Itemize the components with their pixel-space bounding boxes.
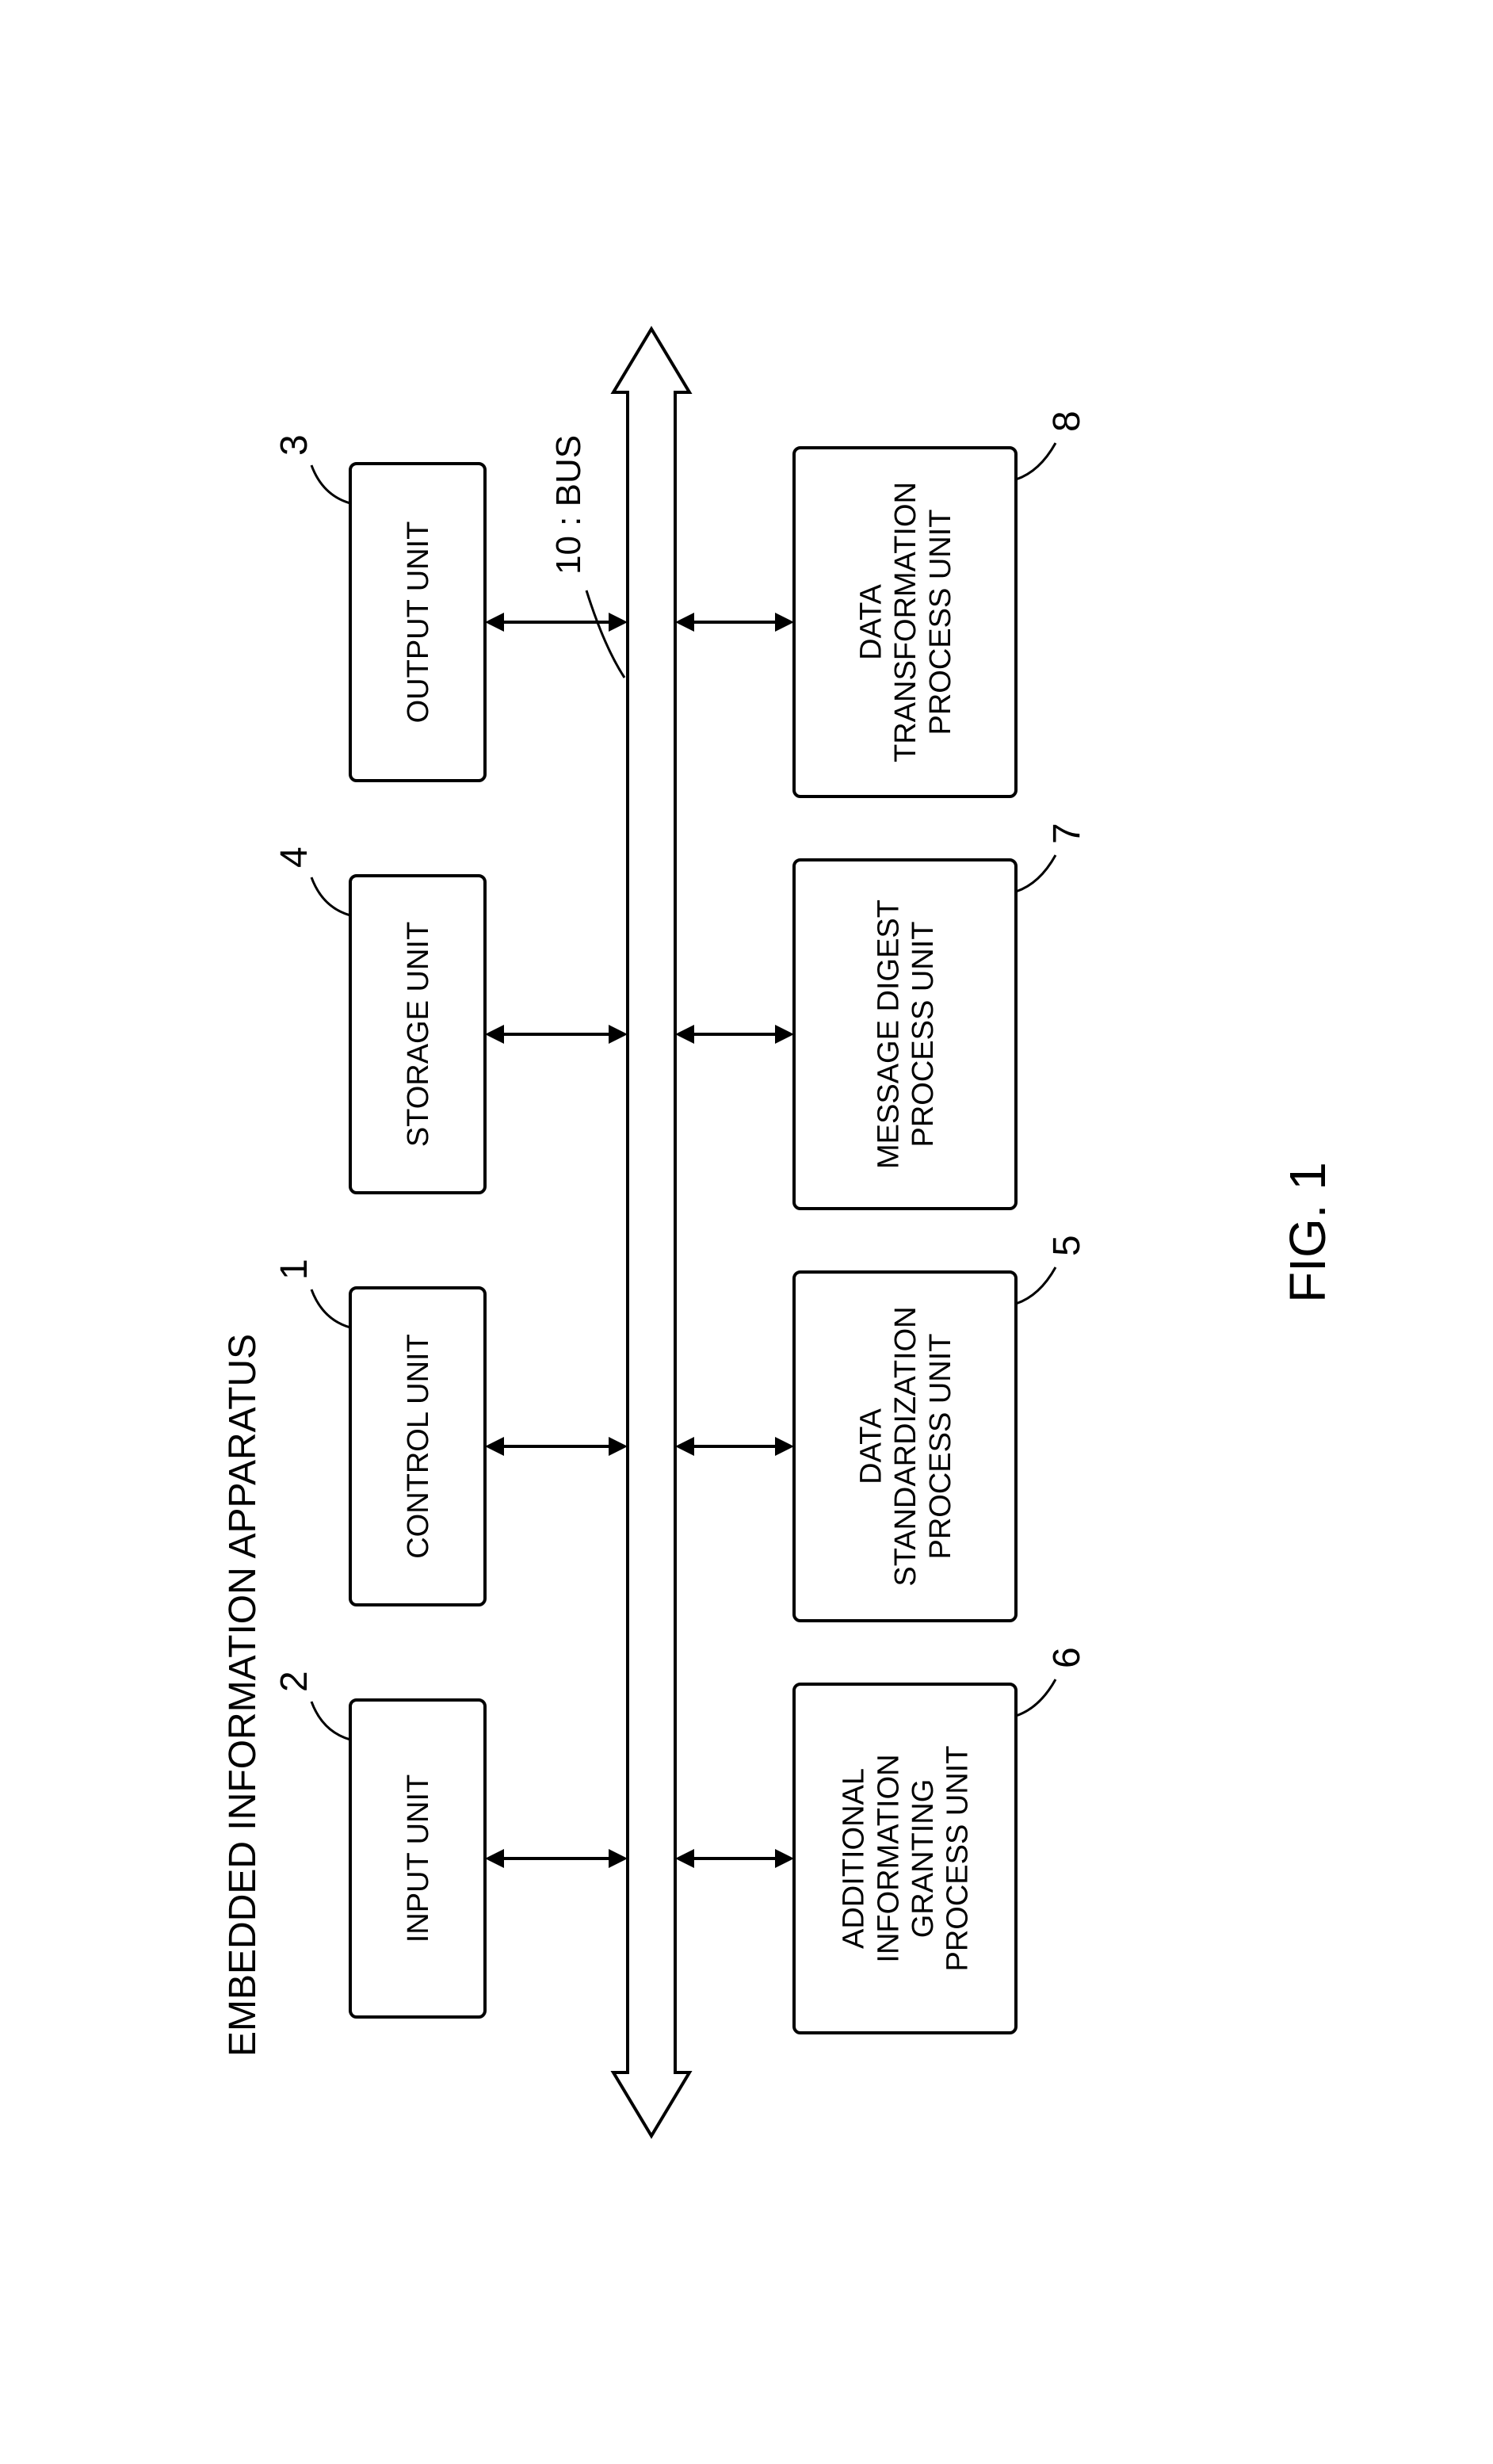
- page: EMBEDDED INFORMATION APPARATUS 10 : BUS IN…: [32, 32, 1493, 2432]
- ref-leader-line: [1016, 1679, 1056, 1716]
- ref-number: 8: [1046, 411, 1088, 432]
- figure-caption: FIG. 1: [1279, 1162, 1336, 1303]
- block-label: STORAGE UNIT: [402, 921, 435, 1146]
- arrow-up-icon: [485, 613, 504, 632]
- block-label: DATA: [854, 1408, 888, 1484]
- block-label: STANDARDIZATION: [889, 1306, 922, 1586]
- arrow-down-icon: [609, 613, 628, 632]
- arrow-up-icon: [675, 613, 694, 632]
- block-label: OUTPUT UNIT: [402, 521, 435, 723]
- ref-leader-line: [1016, 443, 1056, 479]
- block-label: INFORMATION: [872, 1754, 905, 1962]
- arrow-up-icon: [675, 1849, 694, 1868]
- arrow-up-icon: [485, 1849, 504, 1868]
- block-label: CONTROL UNIT: [402, 1334, 435, 1559]
- diagram-rotated-container: EMBEDDED INFORMATION APPARATUS 10 : BUS IN…: [184, 281, 1373, 2183]
- bus-label: 10 : BUS: [549, 434, 588, 574]
- ref-number: 2: [273, 1671, 315, 1692]
- arrow-down-icon: [775, 1437, 794, 1456]
- arrow-up-icon: [485, 1437, 504, 1456]
- arrow-down-icon: [609, 1437, 628, 1456]
- bus-leader-line: [586, 590, 624, 678]
- bus-arrow: [613, 329, 689, 2136]
- ref-number: 3: [273, 434, 315, 456]
- block-label: PROCESS UNIT: [907, 921, 940, 1147]
- arrow-down-icon: [775, 1025, 794, 1044]
- block-label: PROCESS UNIT: [941, 1745, 975, 1971]
- arrow-down-icon: [775, 613, 794, 632]
- block-label: ADDITIONAL: [838, 1767, 871, 1948]
- block-label: MESSAGE DIGEST: [872, 900, 905, 1169]
- diagram-svg: EMBEDDED INFORMATION APPARATUS 10 : BUS IN…: [184, 281, 1373, 2183]
- ref-leader-line: [311, 465, 350, 503]
- block-label: DATA: [854, 583, 888, 659]
- block-label: TRANSFORMATION: [889, 482, 922, 762]
- arrow-up-icon: [675, 1437, 694, 1456]
- arrow-up-icon: [675, 1025, 694, 1044]
- ref-number: 4: [273, 846, 315, 868]
- arrow-down-icon: [775, 1849, 794, 1868]
- ref-leader-line: [1016, 1267, 1056, 1304]
- ref-number: 1: [273, 1259, 315, 1280]
- arrow-down-icon: [609, 1025, 628, 1044]
- arrow-up-icon: [485, 1025, 504, 1044]
- ref-leader-line: [311, 1702, 350, 1740]
- ref-leader-line: [311, 1289, 350, 1328]
- block-label: PROCESS UNIT: [924, 509, 957, 735]
- ref-leader-line: [1016, 855, 1056, 892]
- arrow-down-icon: [609, 1849, 628, 1868]
- block-label: INPUT UNIT: [402, 1774, 435, 1943]
- ref-leader-line: [311, 877, 350, 915]
- ref-number: 7: [1046, 823, 1088, 844]
- block-label: GRANTING: [907, 1778, 940, 1938]
- diagram-title: EMBEDDED INFORMATION APPARATUS: [222, 1333, 264, 2056]
- ref-number: 5: [1046, 1235, 1088, 1256]
- block-label: PROCESS UNIT: [924, 1333, 957, 1559]
- ref-number: 6: [1046, 1647, 1088, 1668]
